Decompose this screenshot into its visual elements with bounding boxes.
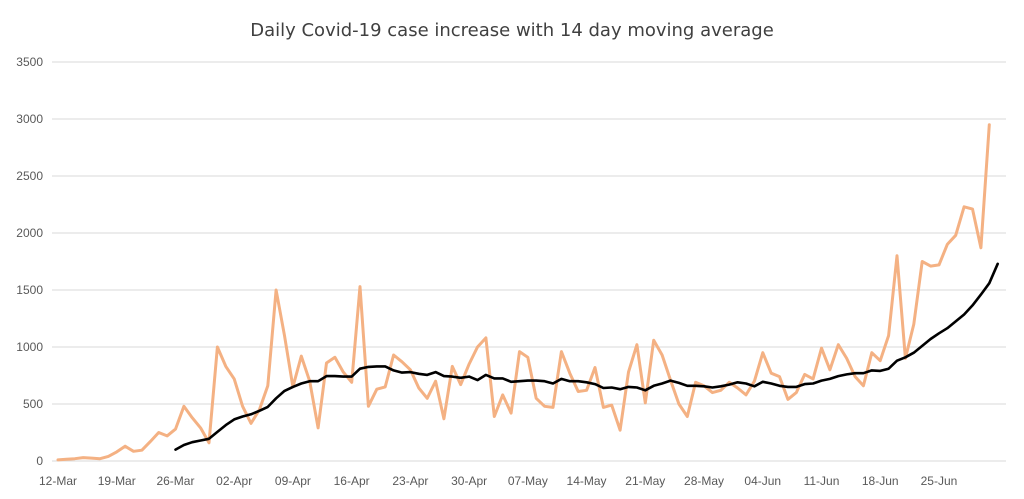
x-tick-label: 12-Mar xyxy=(39,474,77,488)
gridlines xyxy=(52,61,1006,405)
y-tick-label: 1000 xyxy=(16,340,43,354)
y-tick-label: 0 xyxy=(36,454,43,468)
y-tick-label: 3500 xyxy=(16,55,43,69)
x-tick-label: 04-Jun xyxy=(744,474,781,488)
y-axis-tick-labels: 0 500 1000 1500 2000 2500 3000 3500 xyxy=(16,55,43,468)
x-tick-label: 30-Apr xyxy=(451,474,487,488)
x-tick-label: 16-Apr xyxy=(334,474,370,488)
y-tick-label: 1500 xyxy=(16,283,43,297)
y-tick-label: 3000 xyxy=(16,112,43,126)
x-tick-label: 21-May xyxy=(625,474,665,488)
x-tick-label: 23-Apr xyxy=(392,474,428,488)
chart-title: Daily Covid-19 case increase with 14 day… xyxy=(250,20,774,41)
x-tick-label: 18-Jun xyxy=(862,474,899,488)
y-tick-label: 500 xyxy=(23,397,43,411)
x-axis-tick-labels: 12-Mar 19-Mar 26-Mar 02-Apr 09-Apr 16-Apr 23-A… xyxy=(39,474,957,488)
x-tick-label: 14-May xyxy=(567,474,607,488)
series-line-moving-average xyxy=(174,262,1000,451)
x-tick-label: 07-May xyxy=(508,474,548,488)
x-tick-label: 25-Jun xyxy=(921,474,958,488)
y-tick-label: 2000 xyxy=(16,226,43,240)
x-tick-label: 28-May xyxy=(684,474,724,488)
x-tick-label: 09-Apr xyxy=(275,474,311,488)
x-tick-label: 26-Mar xyxy=(156,474,194,488)
y-tick-label: 2500 xyxy=(16,169,43,183)
x-tick-label: 19-Mar xyxy=(98,474,136,488)
x-tick-label: 11-Jun xyxy=(804,474,840,488)
series-line-daily-cases xyxy=(56,123,991,462)
data-series xyxy=(56,123,1000,462)
x-tick-label: 02-Apr xyxy=(216,474,252,488)
